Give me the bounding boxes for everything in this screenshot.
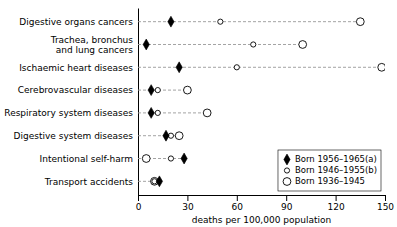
y-tick: Trachea, bronchusand lung cancers [50, 35, 134, 55]
y-tick: Digestive system diseases [14, 131, 134, 141]
point [299, 41, 307, 49]
x-tick-label: 90 [281, 202, 293, 212]
y-tick-label: Respiratory system diseases [4, 108, 133, 118]
point [251, 42, 256, 47]
x-tick: 0 [136, 195, 142, 212]
x-axis-line [139, 196, 386, 202]
x-tick: 90 [281, 195, 293, 212]
point [176, 62, 182, 73]
x-tick-mark [187, 195, 188, 201]
x-tick-label: 30 [182, 202, 194, 212]
y-tick-label: Trachea, bronchusand lung cancers [50, 35, 134, 55]
point [234, 65, 239, 70]
x-tick-mark [336, 195, 337, 201]
x-tick-label: 0 [136, 202, 142, 212]
x-tick-mark [138, 195, 139, 201]
y-tick-label: Intentional self-harm [40, 154, 133, 164]
plot: 0 30 60 90 120 150 deaths per 100,000 populati… [4, 9, 394, 226]
legend: Born 1956–1965(a)Born 1946–1955(b)Born 1… [278, 150, 381, 191]
y-axis: Digestive organs cancers Trachea, bronchu… [4, 9, 138, 196]
point [155, 110, 160, 115]
legend-label: Born 1936–1945 [295, 176, 365, 186]
y-tick: Respiratory system diseases [4, 108, 133, 118]
y-tick: Ischaemic heart diseases [19, 63, 133, 73]
connector-line [138, 44, 303, 45]
marks [138, 16, 385, 186]
point [142, 155, 150, 163]
point [156, 176, 162, 187]
x-tick-label: 150 [377, 202, 394, 212]
chart: 0 30 60 90 120 150 deaths per 100,000 populati… [0, 0, 397, 227]
y-axis-line [138, 9, 139, 196]
point [175, 132, 183, 140]
legend-label: Born 1946–1955(b) [295, 165, 377, 175]
connector-line [138, 90, 187, 91]
point [218, 19, 223, 24]
y-tick-label: Digestive system diseases [14, 131, 134, 141]
x-tick: 150 [377, 195, 394, 212]
x-tick: 30 [182, 195, 194, 212]
y-tick-label: Ischaemic heart diseases [19, 63, 133, 73]
y-tick-label: Digestive organs cancers [19, 17, 133, 27]
x-tick: 120 [328, 195, 345, 212]
point [148, 107, 154, 118]
x-tick: 60 [232, 195, 244, 212]
point [143, 39, 149, 50]
point [148, 85, 154, 96]
y-tick: Cerebrovascular diseases [18, 85, 134, 95]
x-axis-title: deaths per 100,000 population [192, 215, 331, 225]
point [155, 87, 160, 92]
legend-symbol [283, 178, 291, 186]
point [181, 153, 187, 164]
point [168, 156, 173, 161]
point [203, 109, 211, 117]
y-tick-label: Transport accidents [44, 177, 133, 187]
point [168, 16, 174, 27]
y-tick: Digestive organs cancers [19, 17, 133, 27]
x-tick-label: 60 [232, 202, 244, 212]
x-tick-label: 120 [328, 202, 345, 212]
connector-line [138, 67, 382, 68]
x-tick-mark [237, 195, 238, 201]
x-tick-mark [286, 195, 287, 201]
point [184, 86, 192, 94]
x-axis: 0 30 60 90 120 150 [136, 195, 395, 212]
point [356, 18, 364, 26]
y-tick: Intentional self-harm [40, 154, 133, 164]
legend-symbol [284, 168, 289, 173]
point [163, 130, 169, 141]
legend-frame [278, 150, 381, 191]
point [378, 63, 385, 71]
x-tick-mark [385, 195, 386, 201]
legend-label: Born 1956–1965(a) [295, 154, 377, 164]
y-tick-label: Cerebrovascular diseases [18, 85, 134, 95]
y-tick: Transport accidents [44, 177, 133, 187]
legend-symbol [284, 154, 290, 165]
